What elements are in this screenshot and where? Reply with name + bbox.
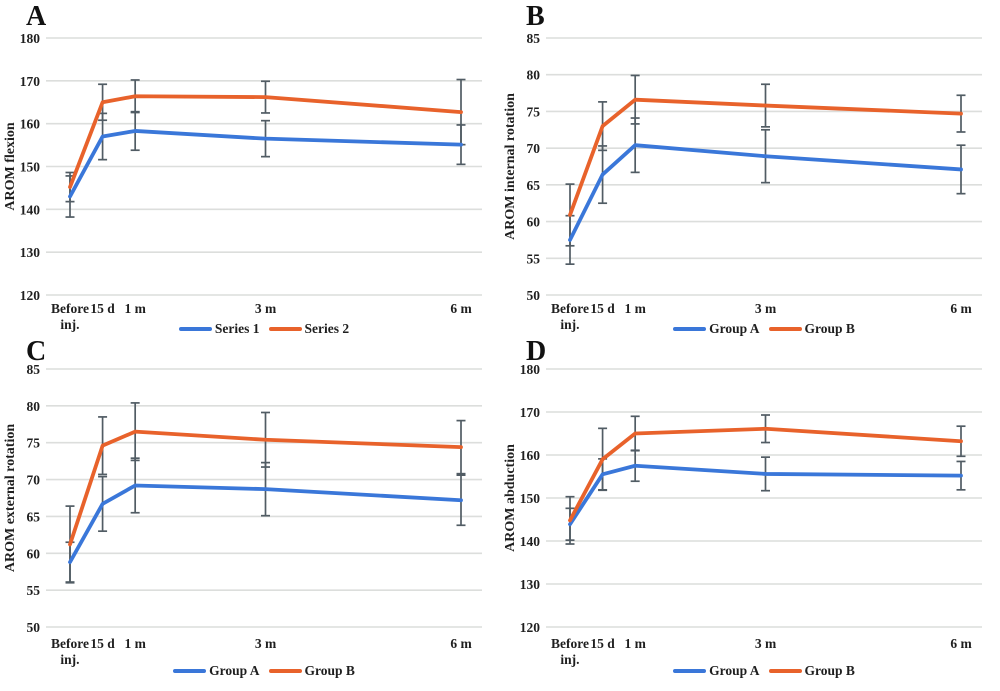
arom-external-rotation-chart: 50 55 60 65 70 75 80 85 AROM external rotation Be… [3, 362, 482, 667]
svg-text:140: 140 [20, 202, 41, 217]
legend-label: Group B [304, 663, 355, 678]
svg-text:AROM external rotation: AROM external rotation [3, 424, 18, 572]
group-a-line-swatch [673, 327, 707, 331]
legend-panel-d: Group A Group B [528, 663, 1000, 679]
svg-text:15 d: 15 d [90, 636, 115, 651]
legend-panel-b: Group A Group B [528, 321, 1000, 337]
svg-text:65: 65 [527, 178, 541, 193]
legend-label: Series 1 [214, 321, 260, 336]
panel-letter-b: B [526, 1, 545, 32]
legend-label: Series 2 [304, 321, 350, 336]
svg-text:Before: Before [551, 301, 589, 316]
svg-text:80: 80 [527, 68, 541, 83]
legend-label: Group A [209, 663, 260, 678]
arom-internal-rotation-chart: 50 55 60 65 70 75 80 85 AROM internal rotation Be… [503, 31, 982, 332]
legend-item-group-a: Group A [173, 663, 260, 679]
svg-text:inj.: inj. [60, 652, 79, 667]
svg-text:60: 60 [527, 215, 541, 230]
svg-text:Before: Before [51, 636, 89, 651]
svg-text:150: 150 [520, 491, 541, 506]
svg-text:180: 180 [520, 362, 541, 377]
legend-panel-a: Series 1 Series 2 [28, 321, 500, 337]
svg-text:85: 85 [27, 362, 41, 377]
arom-flexion-chart: 120 130 140 150 160 170 180 AROM flexion Beforei… [3, 31, 482, 332]
svg-text:120: 120 [520, 620, 541, 635]
panel-letter-d: D [526, 336, 547, 367]
panel-letter-c: C [26, 336, 47, 367]
svg-text:65: 65 [27, 509, 41, 524]
svg-text:AROM abduction: AROM abduction [503, 444, 518, 552]
panel-c-arom-external-rotation: 50 55 60 65 70 75 80 85 AROM external rotation Be… [0, 338, 500, 691]
svg-text:160: 160 [20, 117, 41, 132]
svg-text:15 d: 15 d [90, 301, 115, 316]
legend-label: Group B [804, 321, 855, 336]
svg-text:70: 70 [27, 473, 41, 488]
svg-text:3 m: 3 m [255, 301, 277, 316]
svg-text:3 m: 3 m [755, 301, 777, 316]
group-b-line-swatch [768, 669, 802, 673]
svg-text:180: 180 [20, 31, 41, 46]
legend-label: Group A [709, 663, 760, 678]
svg-text:55: 55 [27, 583, 41, 598]
series-2-line-swatch [268, 327, 302, 331]
svg-text:130: 130 [20, 245, 41, 260]
svg-text:6 m: 6 m [450, 636, 472, 651]
svg-text:3 m: 3 m [255, 636, 277, 651]
svg-text:AROM flexion: AROM flexion [3, 122, 18, 210]
svg-text:70: 70 [527, 141, 541, 156]
panel-a-arom-flexion: 120 130 140 150 160 170 180 AROM flexion Before i… [0, 0, 500, 345]
svg-text:15 d: 15 d [590, 301, 615, 316]
svg-text:inj.: inj. [60, 317, 79, 332]
legend-label: Group B [804, 663, 855, 678]
svg-text:140: 140 [520, 534, 541, 549]
svg-text:Before: Before [51, 301, 89, 316]
svg-text:50: 50 [27, 620, 41, 635]
legend-item-series-1: Series 1 [178, 321, 260, 337]
legend-item-group-b: Group B [268, 663, 355, 679]
panel-letter-a: A [26, 1, 47, 32]
panel-d-arom-abduction: 120 130 140 150 160 170 180 AROM abduction Befor… [500, 338, 1000, 691]
svg-text:75: 75 [527, 104, 541, 119]
svg-text:170: 170 [520, 405, 541, 420]
svg-text:3 m: 3 m [755, 636, 777, 651]
arom-abduction-chart: 120 130 140 150 160 170 180 AROM abduction Befor… [503, 362, 982, 667]
panel-b-arom-internal-rotation: 50 55 60 65 70 75 80 85 AROM internal rotation Be… [500, 0, 1000, 345]
svg-text:80: 80 [27, 399, 41, 414]
svg-text:AROM internal rotation: AROM internal rotation [503, 93, 518, 240]
svg-text:1 m: 1 m [624, 636, 646, 651]
group-a-line-swatch [673, 669, 707, 673]
svg-text:75: 75 [27, 436, 41, 451]
legend-item-group-a: Group A [673, 321, 760, 337]
svg-text:1 m: 1 m [124, 636, 146, 651]
svg-text:15 d: 15 d [590, 636, 615, 651]
svg-text:130: 130 [520, 577, 541, 592]
svg-text:55: 55 [527, 251, 541, 266]
legend-item-group-b: Group B [768, 321, 855, 337]
legend-label: Group A [709, 321, 760, 336]
svg-text:Before: Before [551, 636, 589, 651]
svg-text:85: 85 [527, 31, 541, 46]
svg-text:60: 60 [27, 546, 41, 561]
svg-text:150: 150 [20, 160, 41, 175]
svg-text:6 m: 6 m [950, 301, 972, 316]
legend-item-group-b: Group B [768, 663, 855, 679]
group-b-line-swatch [268, 669, 302, 673]
group-a-line-swatch [173, 669, 207, 673]
legend-panel-c: Group A Group B [28, 663, 500, 679]
svg-text:inj.: inj. [560, 317, 579, 332]
legend-item-series-2: Series 2 [268, 321, 350, 337]
group-b-line-swatch [768, 327, 802, 331]
legend-item-group-a: Group A [673, 663, 760, 679]
svg-text:160: 160 [520, 448, 541, 463]
svg-text:1 m: 1 m [124, 301, 146, 316]
svg-text:inj.: inj. [560, 652, 579, 667]
svg-text:6 m: 6 m [450, 301, 472, 316]
svg-text:50: 50 [527, 288, 541, 303]
series-1-line-swatch [178, 327, 212, 331]
svg-text:1 m: 1 m [624, 301, 646, 316]
svg-text:120: 120 [20, 288, 41, 303]
svg-text:170: 170 [20, 74, 41, 89]
svg-text:6 m: 6 m [950, 636, 972, 651]
